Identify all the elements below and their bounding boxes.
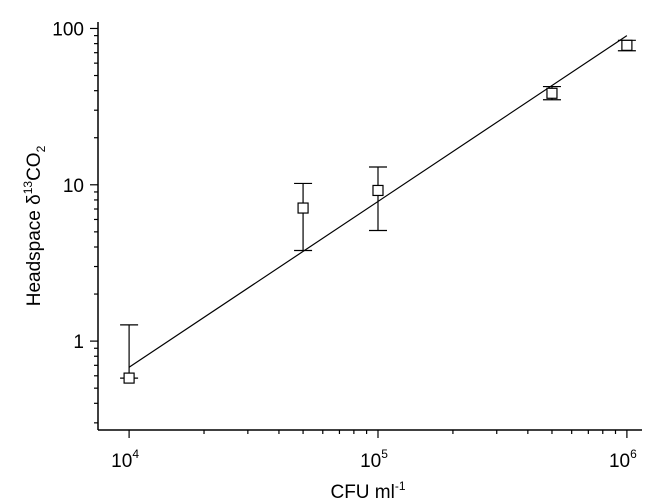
y-axis-label-sub: 2	[34, 145, 48, 152]
plot-area	[97, 22, 642, 431]
x-tick-label-exp: 4	[132, 447, 139, 461]
y-tick-label: 100	[52, 19, 84, 40]
x-axis-label: CFU ml-1	[330, 479, 405, 503]
y-axis-label-sup: 13	[21, 181, 35, 195]
error-bars	[120, 39, 636, 379]
data-point-marker	[123, 372, 135, 384]
x-tick-label: 106	[609, 447, 637, 472]
x-tick-label-exp: 6	[630, 447, 637, 461]
data-point-marker	[297, 202, 309, 214]
axis-ticks	[90, 27, 628, 438]
data-point-marker	[621, 39, 633, 51]
x-tick-label: 105	[360, 447, 388, 472]
x-axis-label-sup: -1	[395, 479, 406, 493]
y-axis-label-main: Headspace δ	[24, 194, 45, 306]
x-tick-label-base: 10	[111, 451, 132, 472]
y-tick-label: 10	[63, 176, 84, 197]
x-tick-label-base: 10	[360, 451, 381, 472]
y-axis-label: Headspace δ13CO2	[21, 145, 48, 306]
y-axis-label-rest: CO	[24, 152, 45, 181]
x-axis-label-main: CFU ml	[330, 482, 394, 503]
x-tick-label-base: 10	[609, 451, 630, 472]
data-markers	[123, 39, 633, 384]
x-tick-label: 104	[111, 447, 139, 472]
x-tick-label-exp: 5	[381, 447, 388, 461]
y-tick-label: 1	[73, 332, 84, 353]
data-point-marker	[546, 87, 558, 99]
data-point-marker	[372, 184, 384, 197]
